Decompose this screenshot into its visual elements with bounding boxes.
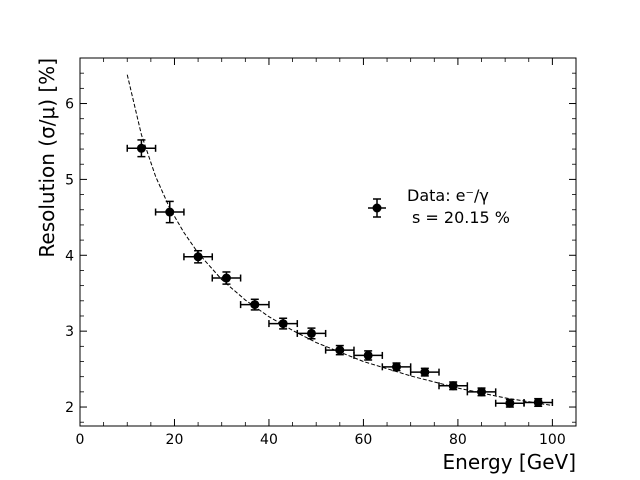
data-marker <box>250 300 260 310</box>
data-marker <box>420 367 430 377</box>
data-point <box>183 249 214 264</box>
data-point <box>324 344 355 356</box>
data-point <box>154 200 185 224</box>
data-marker <box>278 319 288 329</box>
data-point <box>296 327 327 340</box>
x-tick-label: 60 <box>355 432 373 448</box>
data-marker <box>306 328 316 338</box>
data-marker <box>448 381 458 391</box>
x-tick-label: 0 <box>76 432 85 448</box>
plot-frame <box>79 57 577 427</box>
data-marker <box>505 398 515 408</box>
y-tick-label: 2 <box>65 400 74 416</box>
data-point <box>409 367 440 377</box>
y-tick-label: 4 <box>65 248 74 264</box>
y-tick-label: 3 <box>65 324 74 340</box>
x-tick-label: 20 <box>166 432 184 448</box>
y-axis-label: Resolution (σ/μ) [%] <box>35 58 59 258</box>
x-tick-label: 100 <box>539 432 566 448</box>
data-point <box>438 381 469 391</box>
x-axis-label: Energy [GeV] <box>443 450 576 474</box>
data-point <box>494 398 525 408</box>
axes-layer: 0 20 40 60 80 100 2 3 4 5 6 <box>65 57 577 448</box>
data-marker <box>533 397 543 407</box>
data-marker <box>477 387 487 397</box>
y-tick-label: 5 <box>65 172 74 188</box>
data-layer <box>126 139 554 408</box>
data-point <box>211 271 242 285</box>
fit-curve <box>126 74 553 407</box>
data-marker <box>193 252 203 262</box>
data-marker <box>391 362 401 372</box>
data-point <box>353 350 384 361</box>
data-marker <box>221 273 231 283</box>
x-tick-label: 80 <box>449 432 467 448</box>
legend: Data: e⁻/γ s = 20.15 % <box>368 186 510 227</box>
legend-label-line1: Data: e⁻/γ <box>407 186 489 205</box>
data-marker <box>136 143 146 153</box>
data-point <box>268 317 299 330</box>
data-point <box>381 362 412 372</box>
data-marker <box>165 207 175 217</box>
data-point <box>523 397 554 408</box>
data-marker <box>363 350 373 360</box>
x-tick-label: 40 <box>260 432 278 448</box>
legend-marker-point <box>372 203 382 213</box>
y-tick-label: 6 <box>65 97 74 113</box>
legend-label-line2: s = 20.15 % <box>412 208 510 227</box>
data-point <box>239 298 270 311</box>
data-point <box>126 139 157 158</box>
fit-layer <box>126 74 553 407</box>
data-marker <box>335 345 345 355</box>
data-point <box>466 387 497 397</box>
